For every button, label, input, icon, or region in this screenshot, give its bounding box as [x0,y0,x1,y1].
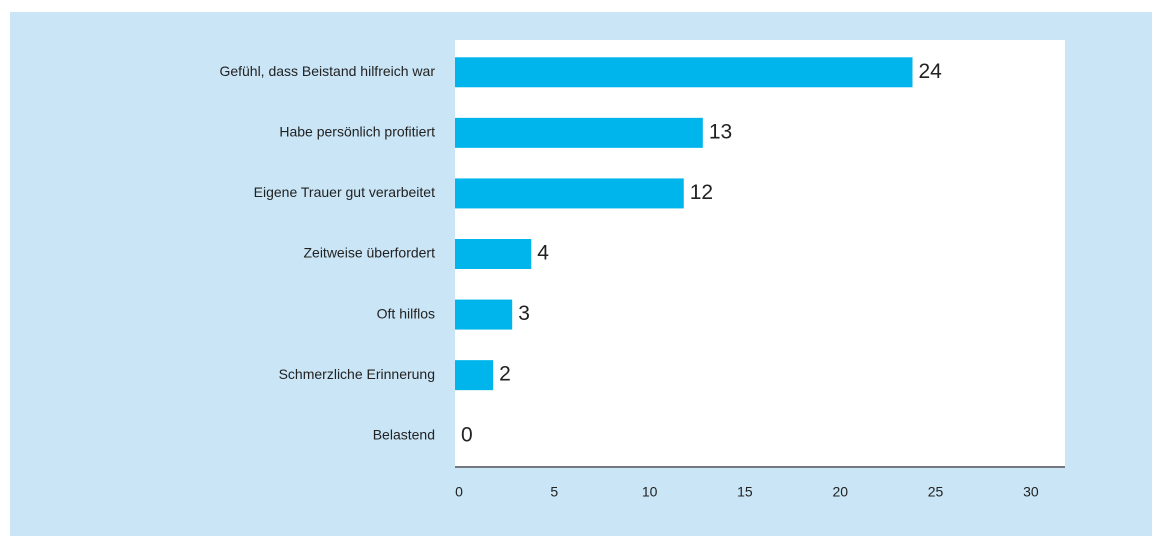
y-tick-label: Habe persönlich profitiert [279,124,435,140]
x-tick-label: 30 [1023,484,1039,500]
x-tick-label: 20 [832,484,848,500]
x-tick-label: 10 [642,484,658,500]
value-label: 4 [537,242,549,265]
bar [455,178,684,209]
value-label: 2 [499,363,511,386]
x-tick-label: 25 [928,484,944,500]
y-tick-label: Schmerzliche Erinnerung [279,366,435,382]
value-label: 12 [690,181,713,204]
y-tick-label: Eigene Trauer gut verarbeitet [254,184,435,200]
bar [455,57,913,88]
value-label: 0 [461,423,473,446]
bar [455,360,494,391]
y-tick-label: Gefühl, dass Beistand hilfreich war [219,63,435,79]
bar [455,117,703,148]
value-label: 24 [919,60,943,83]
bar [455,299,513,330]
y-tick-label: Oft hilflos [377,305,435,321]
y-tick-label: Belastend [373,426,435,442]
x-tick-label: 15 [737,484,753,500]
plot-area [455,40,1065,466]
value-label: 13 [709,120,732,143]
x-tick-label: 0 [455,484,463,500]
bar [455,239,532,269]
value-label: 3 [518,302,530,325]
x-tick-label: 5 [550,484,558,500]
y-tick-label: Zeitweise überfordert [303,245,435,261]
